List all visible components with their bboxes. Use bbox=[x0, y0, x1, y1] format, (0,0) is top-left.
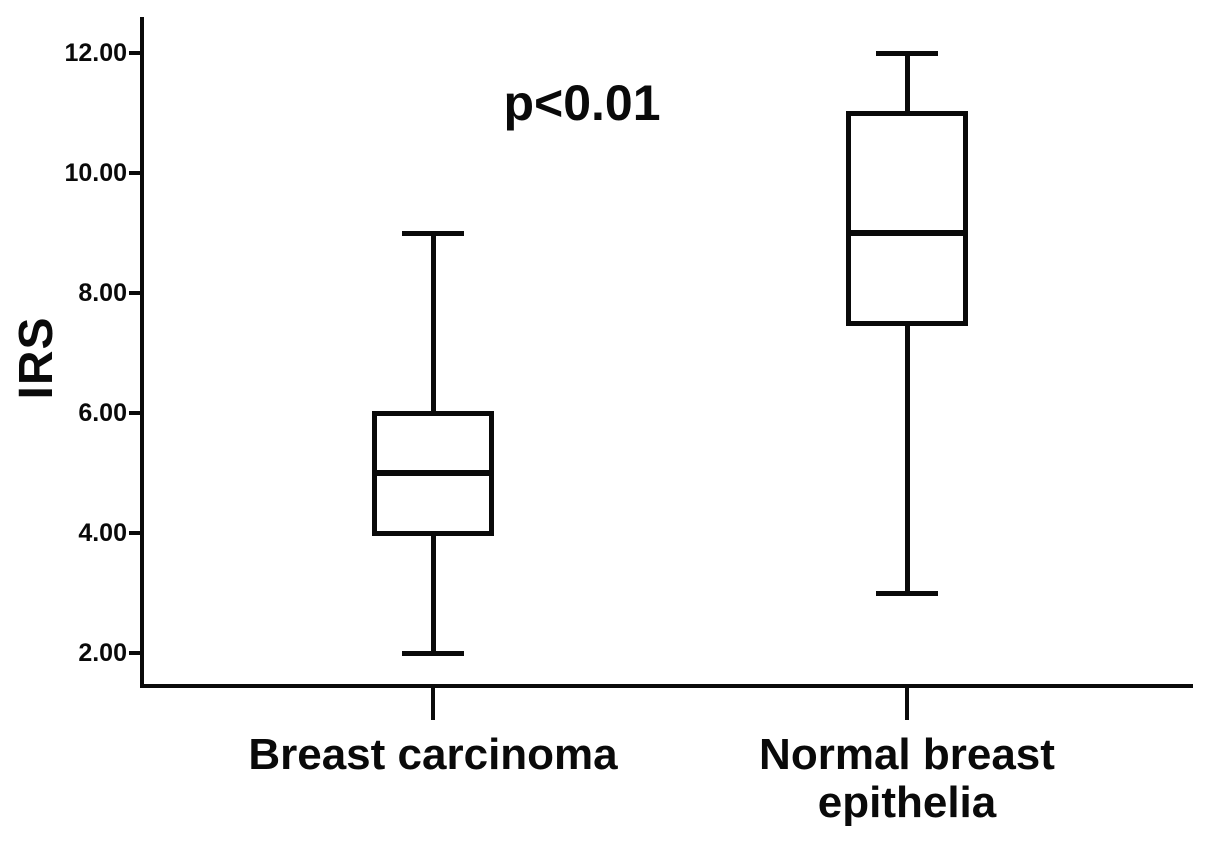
y-tick-mark bbox=[129, 291, 141, 295]
whisker-lower-cap bbox=[402, 651, 464, 656]
whisker-lower-cap bbox=[876, 591, 938, 596]
whisker-upper-line bbox=[905, 53, 910, 113]
y-tick-mark bbox=[129, 171, 141, 175]
y-tick-label: 10.00 bbox=[64, 159, 127, 187]
whisker-upper-cap bbox=[876, 51, 938, 56]
whisker-lower-line bbox=[905, 323, 910, 593]
whisker-upper-line bbox=[431, 233, 436, 413]
x-category-label: Normal breast epithelia bbox=[759, 730, 1055, 827]
box bbox=[846, 111, 968, 326]
y-axis-line bbox=[140, 17, 144, 688]
median-line bbox=[372, 470, 494, 476]
x-axis-line bbox=[140, 684, 1193, 688]
whisker-upper-cap bbox=[402, 231, 464, 236]
y-tick-mark bbox=[129, 411, 141, 415]
y-tick-label: 2.00 bbox=[78, 639, 127, 667]
y-tick-mark bbox=[129, 51, 141, 55]
y-tick-mark bbox=[129, 531, 141, 535]
median-line bbox=[846, 230, 968, 236]
x-category-label: Breast carcinoma bbox=[248, 730, 618, 779]
y-tick-label: 8.00 bbox=[78, 279, 127, 307]
y-tick-mark bbox=[129, 651, 141, 655]
whisker-lower-line bbox=[431, 533, 436, 653]
p-value-annotation: p<0.01 bbox=[503, 75, 661, 131]
x-tick-mark bbox=[905, 686, 909, 720]
y-tick-label: 4.00 bbox=[78, 519, 127, 547]
x-tick-mark bbox=[431, 686, 435, 720]
y-tick-label: 6.00 bbox=[78, 399, 127, 427]
y-tick-label: 12.00 bbox=[64, 39, 127, 67]
